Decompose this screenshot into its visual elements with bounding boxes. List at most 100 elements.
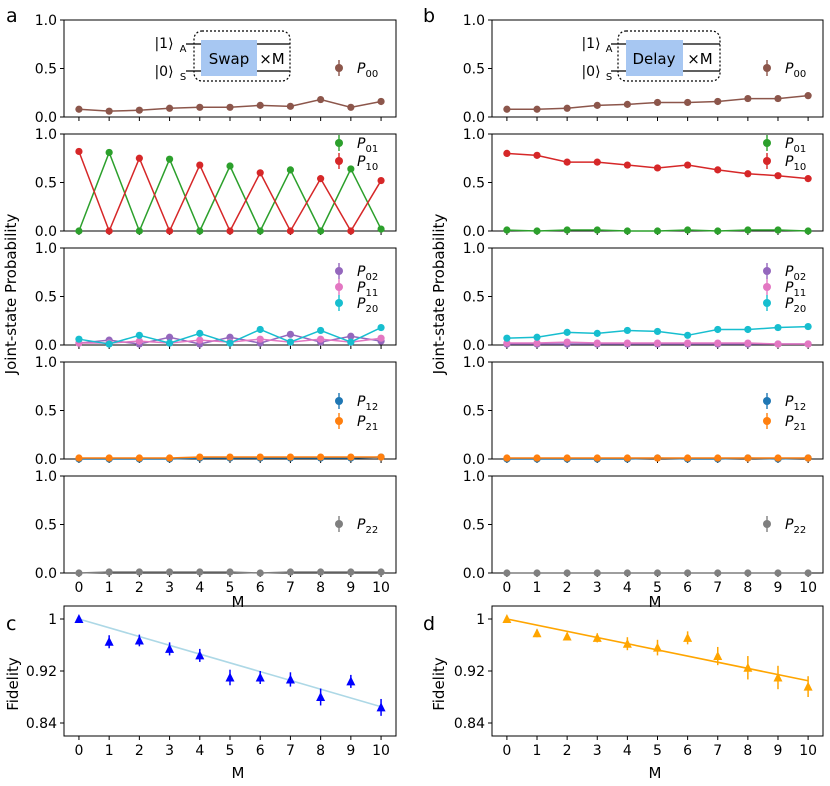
legend-subscript: 00 <box>365 69 378 80</box>
panel-b-row2-y-tick-label: 0.5 <box>463 176 485 192</box>
panel-a-row2-y-tick-label: 1.0 <box>35 127 57 143</box>
legend-marker <box>335 299 343 307</box>
panel-b-row4-point-P21 <box>714 454 722 462</box>
panel-a-row4-point-P21 <box>256 453 264 461</box>
panel-b-row1-y-tick-label: 0.5 <box>463 62 485 78</box>
panel-b-row2-point-P10 <box>714 166 722 174</box>
legend-subscript: 12 <box>365 402 378 413</box>
panel-c-fit-line <box>78 618 382 708</box>
panel-b-row3-point-P11 <box>533 339 541 347</box>
inset-dotted-box <box>193 30 291 82</box>
legend-entry-a-P12: P12 <box>335 393 378 413</box>
panel-b-row5-point-P22 <box>714 569 722 577</box>
panel-d-x-tick-label: 2 <box>563 743 572 759</box>
panel-a-row3-point-P20 <box>226 339 234 347</box>
panel-a-row4-point-P21 <box>226 453 234 461</box>
panel-c-y-tick-label: 0.92 <box>26 664 57 680</box>
legend-subscript: 00 <box>793 69 806 80</box>
panel-a-row5-x-tick-label: 2 <box>135 580 144 596</box>
ket-top-sub: A <box>180 44 187 55</box>
panel-a-row1-point-P00 <box>377 97 385 106</box>
panel-a-row4-point-P21 <box>196 453 204 461</box>
legend-subscript: 22 <box>365 525 378 536</box>
repeat-label: ×M <box>687 50 713 68</box>
panel-a-row2-point-P10 <box>226 227 234 235</box>
panel-a-row2-point-P01 <box>226 162 234 170</box>
panel-a-row5-x-tick-label: 3 <box>165 580 174 596</box>
panel-b-row5-y-tick-label: 1.0 <box>463 469 485 485</box>
legend-marker <box>763 397 771 405</box>
panel-a-row2-y-tick-label: 0.5 <box>35 176 57 192</box>
panel-d-x-tick-label: 5 <box>653 743 662 759</box>
panel-d-x-tick-label: 1 <box>533 743 542 759</box>
panel-b-row5-point-P22 <box>774 569 782 577</box>
panel-a-row1-point-P00 <box>256 101 264 109</box>
panel-b-row3-point-P20 <box>653 327 662 336</box>
panel-b-row1-point-P00 <box>623 100 631 108</box>
panel-a-row3-point-P20 <box>317 326 325 335</box>
panel-a-row3-point-P02 <box>286 330 295 338</box>
panel-a-row3-point-P11 <box>256 335 264 343</box>
panel-b-row3-point-P20 <box>684 331 692 339</box>
panel-a-row3-point-P02 <box>347 332 355 340</box>
panel-a-row2-point-P01 <box>165 155 174 163</box>
panel-a-row1-point-P00 <box>165 104 174 112</box>
panel-b-row5-point-P22 <box>593 569 601 577</box>
legend-label-a-P00: P00 <box>357 61 378 80</box>
legend-entry-a-P22: P22 <box>335 516 378 536</box>
panel-a-row4-frame <box>63 361 397 460</box>
panel-b-row1-point-P00 <box>684 98 692 107</box>
legend-entry-a-P21: P21 <box>335 413 378 433</box>
panel-c-marker <box>346 676 356 686</box>
panel-b-row4-point-P21 <box>593 454 601 462</box>
panel-b-row4-point-P21 <box>653 454 662 462</box>
panel-b-row5-point-P22 <box>744 569 752 577</box>
panel-b-row4-y-tick-label: 0.5 <box>463 404 485 420</box>
panel-b-row4-frame <box>491 361 824 460</box>
panel-a-row5-point-P22 <box>377 568 385 576</box>
legend-label-a-P22: P22 <box>357 517 378 536</box>
legend-label-a-P10: P10 <box>357 154 378 173</box>
panel-d-marker <box>502 614 512 623</box>
panel-b-row2-point-P01 <box>774 226 782 234</box>
panel-b-row3-point-P20 <box>503 334 511 342</box>
panel-a-row5-point-P22 <box>286 568 295 576</box>
panel-a-row4-y-tick-label: 0.5 <box>35 404 57 420</box>
panel-b-row3-point-P11 <box>714 339 722 347</box>
legend-entry-a-P10: P10 <box>335 153 378 173</box>
x-axis-label-d: M <box>649 764 662 782</box>
panel-b-row2-point-P01 <box>804 227 812 235</box>
panel-b-row2-point-P01 <box>653 227 662 235</box>
panel-b-row3-point-P11 <box>744 339 752 347</box>
panel-c-marker <box>104 636 114 646</box>
panel-d-y-tick-label: 0.92 <box>454 664 485 680</box>
panel-a-row3-y-tick-label: 0.0 <box>35 338 57 354</box>
panel-c-x-tick-label: 7 <box>286 743 295 759</box>
panel-label-b: b <box>423 5 435 27</box>
panel-b-row3-point-P11 <box>774 340 782 348</box>
panel-b-row2-point-P01 <box>744 226 752 234</box>
ket-top-sub: A <box>606 44 613 55</box>
panel-b-row2-point-P10 <box>563 158 571 166</box>
panel-a-row5-point-P22 <box>347 568 355 576</box>
panel-b-row5-x-tick-label: 7 <box>713 580 722 596</box>
panel-b-row5-x-tick-label: 6 <box>683 580 692 596</box>
panel-d-marker <box>683 632 693 642</box>
panel-b-row2-point-P10 <box>744 170 752 178</box>
panel-b-row2-point-P10 <box>533 151 541 159</box>
legend-label-b-P10: P10 <box>785 154 806 173</box>
panel-c-marker <box>74 614 84 623</box>
panel-b-row5-x-tick-label: 9 <box>774 580 783 596</box>
panel-a-row3-point-P11 <box>317 335 325 343</box>
panel-b-row1-point-P00 <box>653 98 662 107</box>
circuit-inset-delay: Delay ×M |1⟩ A |0⟩ S <box>581 30 721 83</box>
panel-d-x-tick-label: 4 <box>623 743 632 759</box>
panel-b-row4-point-P21 <box>623 454 631 462</box>
panel-b-row2-point-P10 <box>774 172 782 180</box>
panel-a-row5-x-tick-label: 10 <box>372 580 390 596</box>
panel-a-row5-point-P22 <box>196 568 204 576</box>
panel-b-row5-y-tick-label: 0.0 <box>463 566 485 582</box>
panel-d-x-tick-label: 10 <box>799 743 817 759</box>
panel-b-row5-point-P22 <box>533 569 541 577</box>
